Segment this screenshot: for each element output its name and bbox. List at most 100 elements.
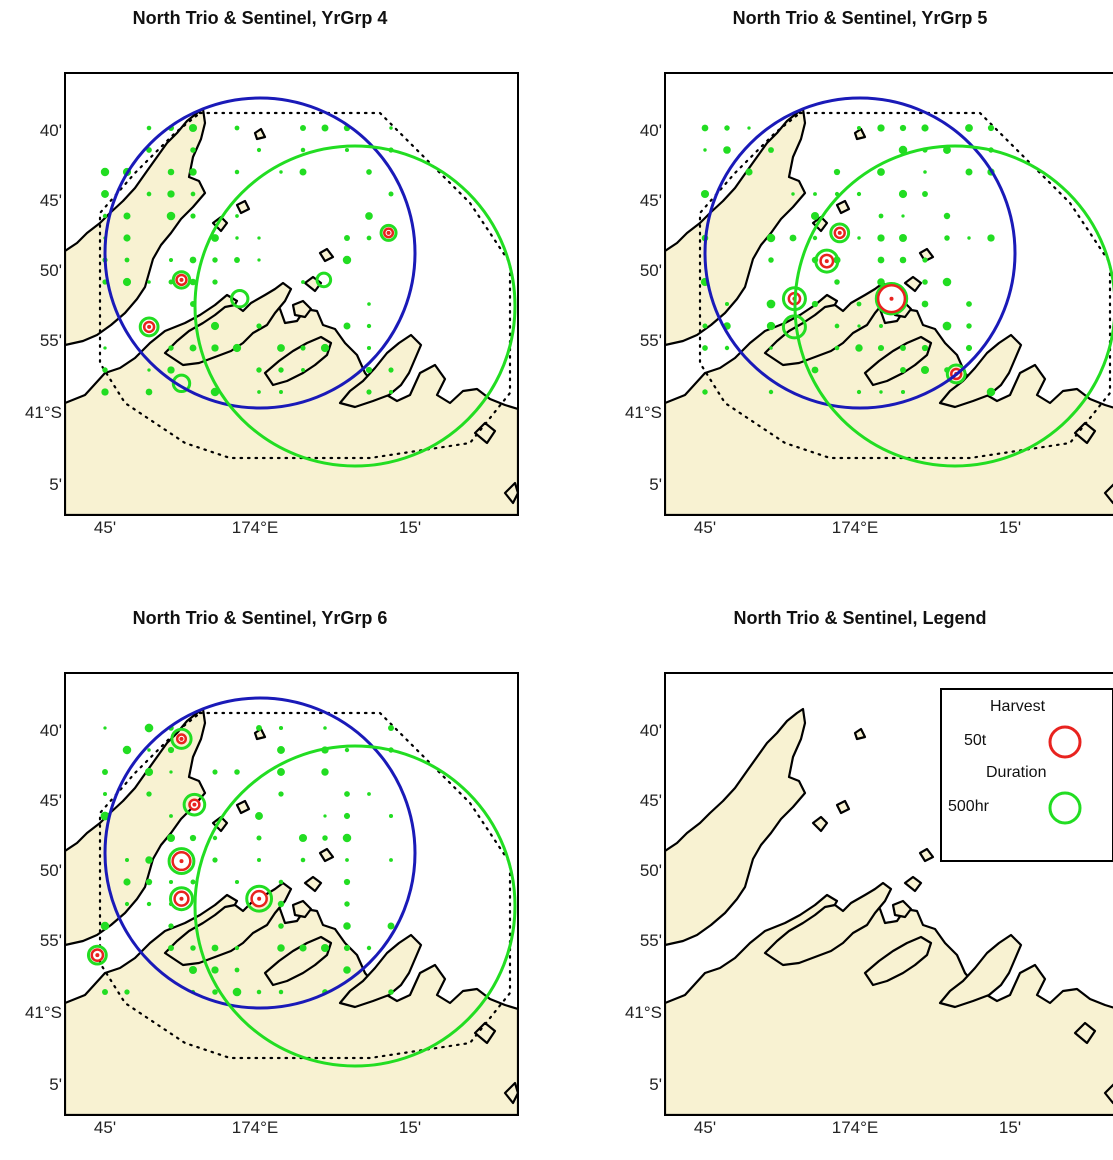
duration-bubble [245,884,274,913]
duration-dot [877,344,885,352]
management-boundary [98,711,512,1060]
legend-harvest-heading: Harvest [990,698,1046,715]
duration-dot [769,346,773,350]
duration-dot [212,989,218,995]
duration-dot [122,745,132,755]
duration-dot [342,833,352,843]
duration-dot [277,344,285,352]
duration-dot [210,321,220,331]
duration-bubble [230,289,250,309]
map-frame-group [64,72,519,516]
map-frame-group [664,672,1113,1116]
duration-dot [388,191,394,197]
duration-dot [344,901,350,907]
duration-dot [387,724,395,732]
duration-dot [344,147,350,153]
duration-dot [965,124,973,132]
x-axis-label: 15' [398,1118,422,1137]
duration-dot [277,944,285,952]
duration-dot [986,387,996,397]
duration-dot [856,125,862,131]
duration-dot [300,125,306,131]
duration-bubble [945,363,967,385]
y-axis-label: 55' [639,331,662,350]
duration-dot [900,345,906,351]
duration-dot [212,769,218,775]
harvest-center [257,896,262,901]
land-polygon [503,1081,518,1105]
map-frame-group [64,672,519,1116]
duration-dot [920,365,930,375]
duration-dot [745,168,753,176]
map-canvas [64,672,519,1116]
duration-dot [966,301,972,307]
duration-dot [899,234,907,242]
duration-dot [943,146,951,154]
harvest-center [147,324,152,329]
x-axis-label: 15' [998,518,1022,537]
x-axis-label: 174°E [831,518,879,537]
duration-dot [703,148,707,152]
duration-dot [257,390,261,394]
duration-dot [188,123,198,133]
duration-dot [343,812,351,820]
duration-dot [146,191,152,197]
duration-dot [277,768,285,776]
harvest-center [95,953,100,958]
duration-dot [147,748,151,752]
duration-dot [167,168,175,176]
duration-dot [900,367,906,373]
land-polygon [853,727,867,741]
duration-dot [190,945,196,951]
panel-title: North Trio & Sentinel, YrGrp 5 [732,8,988,28]
duration-dot [234,257,240,263]
legend-harvest-symbol [1048,725,1082,759]
duration-dot [856,301,862,307]
duration-dot [921,300,929,308]
map-frame [64,672,519,1116]
duration-dot [366,345,372,351]
duration-dot [189,278,197,286]
duration-dot [811,300,819,308]
land-polygon [235,199,251,215]
land-polygon [211,215,229,233]
duration-dot [789,234,797,242]
duration-dot [343,322,351,330]
duration-dot [278,791,284,797]
duration-dot [146,125,152,131]
duration-dot [388,389,394,395]
duration-dot [232,987,242,997]
duration-dot [877,278,885,286]
duration-dot [102,213,108,219]
harvest-center [179,277,184,282]
land-polygon [338,933,423,1009]
y-axis-label: 40' [39,721,62,740]
land-polygon [863,335,933,387]
duration-dot [168,879,174,885]
duration-dot [366,945,372,951]
y-axis-label: 40' [39,121,62,140]
duration-dot [212,835,218,841]
land-polygon [303,875,323,893]
y-axis-label: 40' [639,721,662,740]
land-polygon [473,421,497,445]
y-axis-label: 5' [649,1075,662,1094]
duration-dot [388,813,394,819]
y-axis-label: 41°S [624,403,662,422]
duration-dot [145,856,153,864]
duration-dot [278,879,284,885]
x-axis-label: 45' [93,518,117,537]
duration-dot [235,214,239,218]
duration-dot [811,366,819,374]
duration-dot [900,389,906,395]
duration-dot [791,192,795,196]
duration-dot [277,900,285,908]
map-frame-group [664,72,1113,516]
duration-dot [857,324,861,328]
duration-dot [299,168,307,176]
duration-dot [234,769,240,775]
duration-dot [943,212,951,220]
duration-dot [189,344,197,352]
map-panel-yrgrp4: North Trio & Sentinel, YrGrp 4 40' 45' 50'… [0,0,520,560]
duration-dot [921,124,929,132]
